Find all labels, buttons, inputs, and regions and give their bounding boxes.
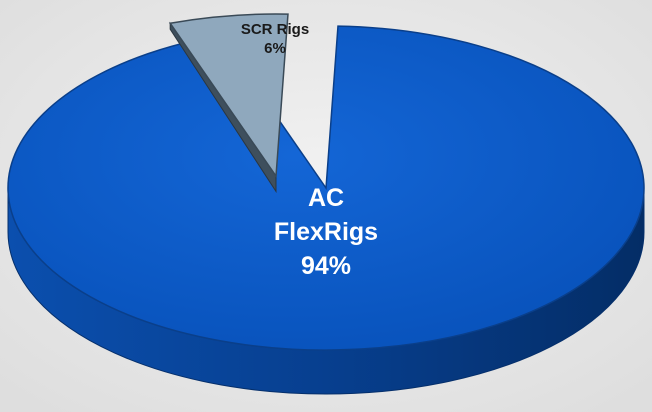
slice-label-scr-rigs-line: 6%: [264, 40, 286, 57]
slice-label-ac-flexrigs: AC FlexRigs 94%: [274, 184, 378, 280]
slice-label-ac-flexrigs-line: FlexRigs: [274, 218, 378, 246]
pie-slice-scr-rigs: [168, 13, 289, 179]
slice-label-scr-rigs-line: SCR Rigs: [241, 21, 309, 38]
slice-label-ac-flexrigs-line: AC: [308, 184, 344, 212]
slice-label-scr-rigs: SCR Rigs 6%: [241, 21, 309, 57]
slice-label-ac-flexrigs-line: 94%: [301, 252, 351, 280]
pie-slice-ac-flexrigs: [7, 25, 645, 351]
